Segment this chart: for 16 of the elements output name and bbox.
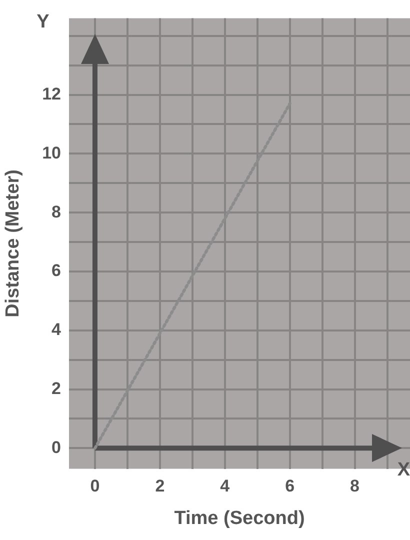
x-tick-label: 4 bbox=[220, 476, 230, 496]
y-tick-label: 8 bbox=[52, 202, 61, 222]
y-axis-title: Distance (Meter) bbox=[2, 170, 24, 318]
y-tick-label: 10 bbox=[42, 143, 61, 162]
y-tick-label: 0 bbox=[52, 438, 61, 457]
x-tick-label: 8 bbox=[350, 476, 360, 496]
text: Y bbox=[36, 11, 50, 32]
x-tick-label: 2 bbox=[155, 476, 165, 496]
y-tick-label: 12 bbox=[42, 84, 61, 104]
annotation: X bbox=[397, 459, 410, 480]
y-tick-label: 2 bbox=[52, 378, 61, 398]
y-tick-label: 4 bbox=[52, 320, 62, 340]
x-axis-title: Time (Second) bbox=[174, 508, 305, 529]
x-tick-label: 0 bbox=[90, 476, 100, 496]
y-tick-label: 6 bbox=[52, 261, 61, 280]
x-tick-label: 6 bbox=[285, 476, 295, 496]
